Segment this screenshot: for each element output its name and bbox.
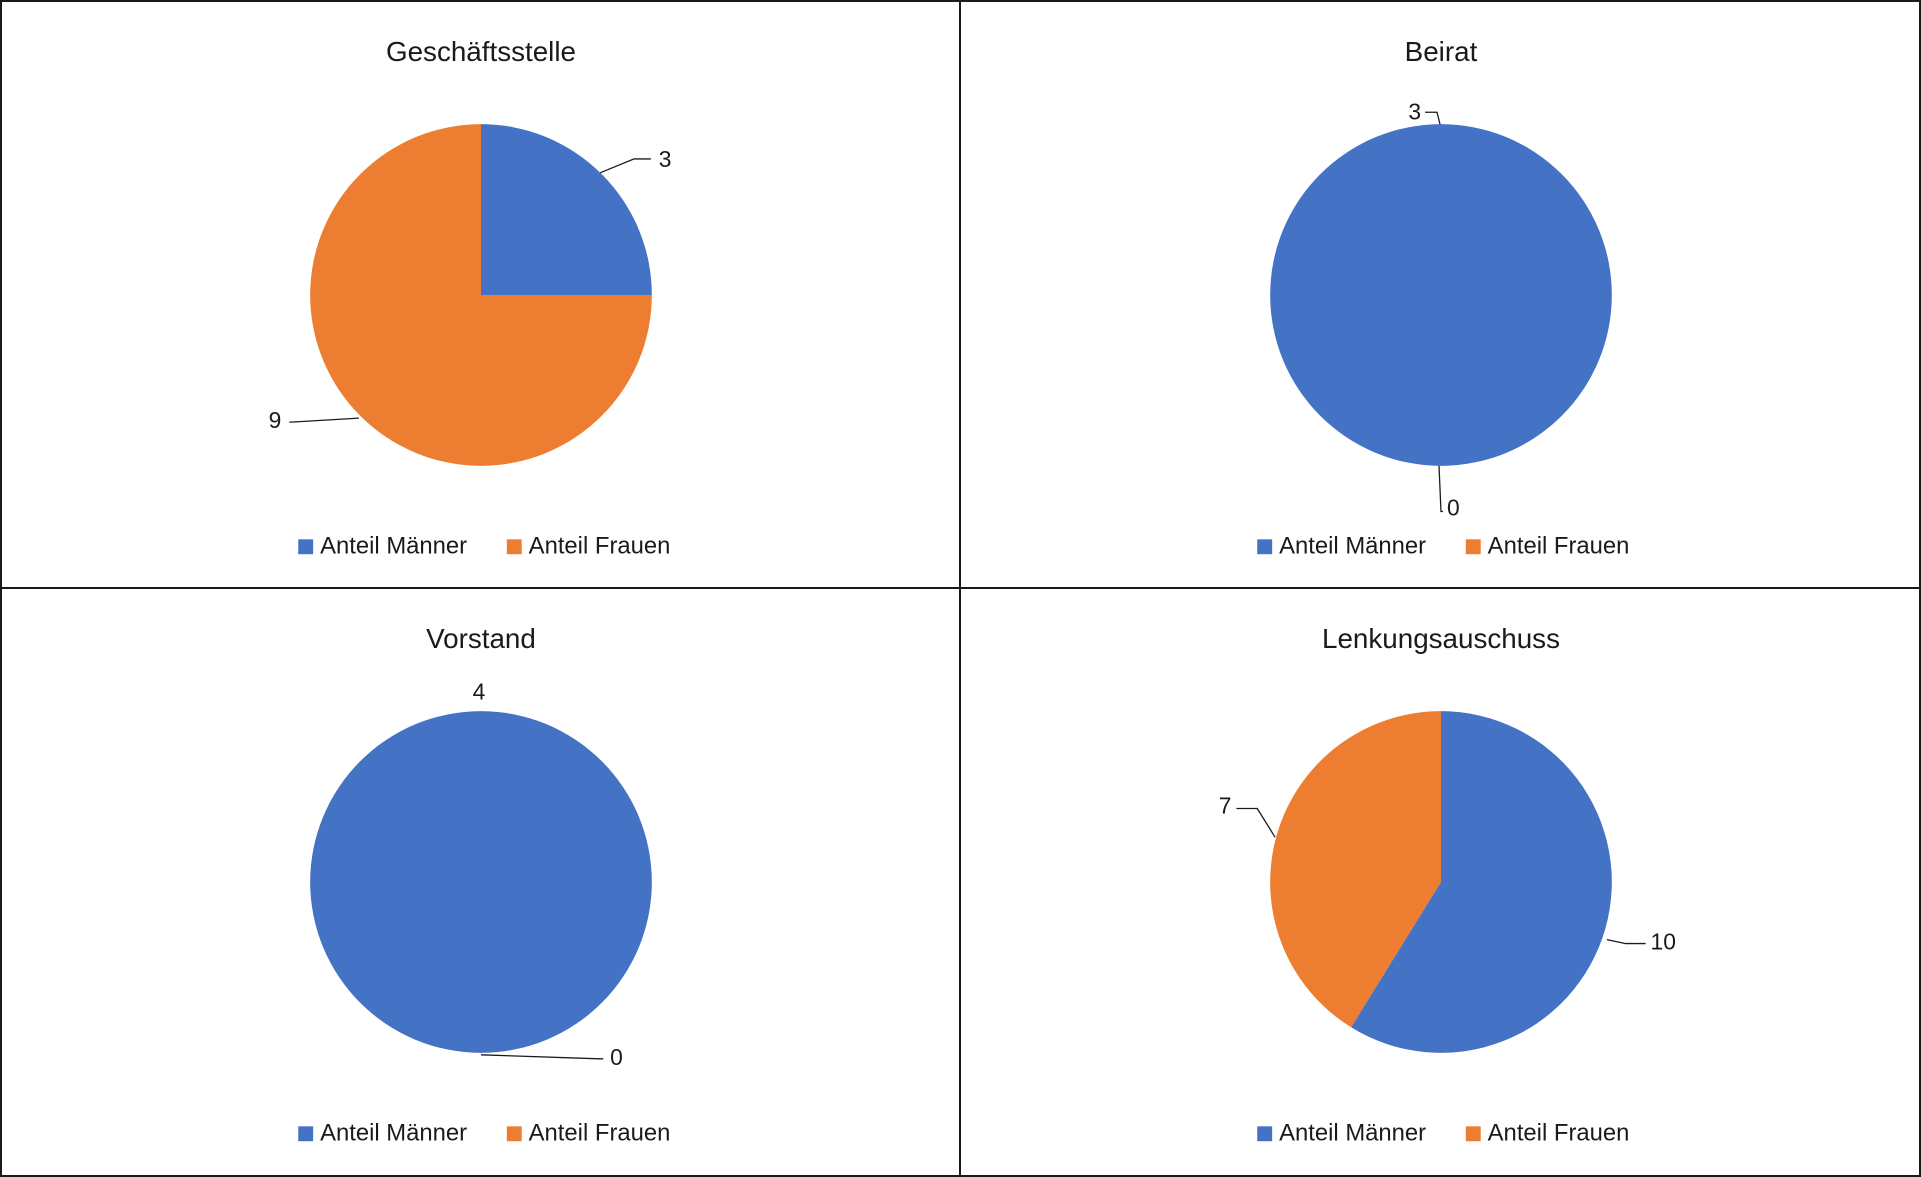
leader-line xyxy=(1425,111,1441,125)
leader-line xyxy=(1438,465,1443,513)
legend-label-frauen: Anteil Frauen xyxy=(529,1120,671,1147)
legend-swatch-maenner xyxy=(298,1126,314,1142)
pie-slice-frauen xyxy=(310,124,652,466)
chart-panel-lenkungsauschuss: Lenkungsauschuss 10 7 Anteil Männer Anteil F… xyxy=(959,587,1921,1177)
data-label-maenner: 3 xyxy=(1408,98,1421,124)
chart-panel-geschaeftsstelle: Geschäftsstelle 3 9 Anteil Männer Anteil Fra… xyxy=(0,0,961,589)
legend-label-frauen: Anteil Frauen xyxy=(1488,1120,1630,1147)
data-label-maenner: 10 xyxy=(1651,929,1676,955)
legend-swatch-frauen xyxy=(506,539,522,555)
legend-swatch-frauen xyxy=(1465,539,1481,555)
chart-panel-vorstand: Vorstand 4 0 Anteil Männer Anteil Frauen xyxy=(0,587,961,1177)
legend-swatch-maenner xyxy=(1257,539,1273,555)
leader-line xyxy=(289,417,359,423)
legend-label-maenner: Anteil Männer xyxy=(1279,1120,1426,1147)
data-label-maenner: 4 xyxy=(473,678,486,704)
data-label-frauen: 9 xyxy=(269,407,282,433)
data-label-frauen: 0 xyxy=(610,1044,623,1070)
legend-label-frauen: Anteil Frauen xyxy=(1488,533,1630,560)
legend-label-maenner: Anteil Männer xyxy=(1279,533,1426,560)
chart-title: Beirat xyxy=(1405,36,1478,67)
legend-label-frauen: Anteil Frauen xyxy=(529,533,671,560)
pie-slice-maenner xyxy=(310,711,652,1053)
legend-swatch-frauen xyxy=(506,1126,522,1142)
leader-line xyxy=(1236,807,1276,838)
chart-panel-beirat: Beirat 3 0 Anteil Männer Anteil Frauen xyxy=(959,0,1921,589)
chart-title: Lenkungsauschuss xyxy=(1322,623,1560,654)
data-label-frauen: 7 xyxy=(1219,793,1232,819)
chart-title: Vorstand xyxy=(426,623,536,654)
pie-slice-maenner xyxy=(1270,124,1612,466)
leader-line xyxy=(599,158,651,174)
chart-title: Geschäftsstelle xyxy=(386,36,576,67)
pie-chart-vorstand: Vorstand 4 0 Anteil Männer Anteil Frauen xyxy=(298,623,671,1147)
pie-chart-geschaeftsstelle: Geschäftsstelle 3 9 Anteil Männer Anteil Fra… xyxy=(269,36,672,560)
data-label-maenner: 3 xyxy=(659,146,672,172)
legend-swatch-frauen xyxy=(1465,1126,1481,1142)
pie-slice-frauen xyxy=(1270,711,1441,1028)
pie-chart-beirat: Beirat 3 0 Anteil Männer Anteil Frauen xyxy=(1257,36,1630,560)
legend-swatch-maenner xyxy=(1257,1126,1273,1142)
legend-swatch-maenner xyxy=(298,539,314,555)
pie-slice-maenner xyxy=(480,124,652,295)
leader-line xyxy=(1606,938,1646,945)
leader-line xyxy=(480,1054,604,1060)
pie-slice-maenner xyxy=(1351,711,1612,1053)
pie-chart-lenkungsauschuss: Lenkungsauschuss 10 7 Anteil Männer Anteil F… xyxy=(1219,623,1676,1147)
legend-label-maenner: Anteil Männer xyxy=(320,1120,467,1147)
data-label-frauen: 0 xyxy=(1447,495,1460,521)
legend-label-maenner: Anteil Männer xyxy=(320,533,467,560)
